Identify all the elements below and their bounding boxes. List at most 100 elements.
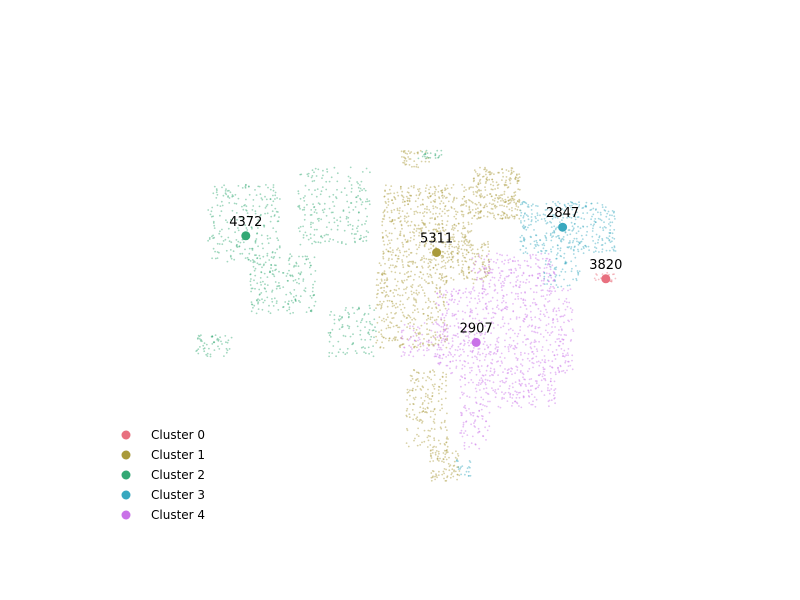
data-point (611, 240, 613, 243)
data-point (228, 240, 231, 243)
data-point (420, 397, 423, 399)
data-point (567, 229, 570, 232)
data-point (255, 194, 258, 197)
data-point (402, 245, 404, 248)
data-point (354, 350, 357, 352)
data-point (478, 267, 481, 270)
data-point (554, 202, 557, 205)
data-point (363, 314, 366, 316)
data-point (265, 184, 267, 186)
data-point (504, 217, 507, 220)
data-point (449, 352, 452, 354)
data-point (297, 190, 300, 193)
data-point (450, 299, 453, 302)
data-point (422, 410, 425, 412)
data-point (417, 311, 420, 313)
data-point (396, 280, 399, 283)
data-point (547, 383, 550, 386)
data-point (320, 235, 322, 238)
data-point (461, 252, 464, 255)
data-point (429, 318, 432, 321)
data-point (455, 290, 458, 293)
data-point (571, 208, 574, 211)
data-point (539, 284, 542, 287)
data-point (478, 430, 480, 433)
data-point (213, 185, 216, 188)
data-point (263, 299, 266, 302)
data-point (286, 309, 288, 312)
data-point (466, 304, 469, 307)
data-point (506, 216, 509, 219)
data-point (384, 294, 387, 297)
data-point (354, 241, 356, 244)
data-point (299, 207, 301, 210)
data-point (331, 352, 334, 354)
data-point (424, 160, 427, 163)
data-point (309, 295, 312, 297)
data-point (475, 195, 478, 198)
data-point (544, 252, 546, 255)
data-point (510, 214, 513, 217)
data-point (453, 197, 455, 200)
data-point (337, 241, 339, 243)
data-point (521, 201, 524, 204)
data-point (508, 208, 511, 211)
data-point (393, 288, 396, 291)
data-point (478, 217, 480, 220)
data-point (519, 267, 521, 269)
data-point (309, 233, 312, 236)
data-point (383, 252, 385, 255)
data-point (459, 359, 461, 362)
data-point (256, 232, 259, 235)
centroid-label-cluster-1: 5311 (420, 232, 453, 247)
data-point (439, 202, 441, 205)
data-point (360, 346, 363, 349)
data-point (218, 251, 220, 254)
data-point (487, 259, 490, 262)
data-point (405, 442, 408, 444)
data-point (484, 275, 487, 277)
data-point (465, 189, 467, 191)
data-point (467, 221, 470, 224)
data-point (471, 350, 474, 353)
data-point (556, 244, 559, 247)
data-point (438, 339, 440, 342)
data-point (554, 267, 556, 269)
data-point (422, 222, 425, 225)
data-point (530, 378, 533, 380)
data-point (226, 341, 229, 344)
data-point (556, 235, 559, 237)
data-point (496, 196, 499, 199)
data-point (453, 314, 455, 317)
data-point (272, 227, 275, 230)
data-point (413, 323, 415, 326)
data-point (348, 313, 350, 316)
data-point (328, 334, 331, 337)
data-point (471, 356, 474, 359)
data-point (311, 193, 313, 196)
data-point (385, 279, 388, 282)
data-point (594, 221, 597, 224)
data-point (421, 258, 423, 261)
data-point (406, 153, 409, 155)
data-point (473, 425, 476, 427)
data-point (333, 166, 336, 169)
data-point (468, 208, 471, 211)
data-point (430, 276, 433, 279)
data-point (501, 362, 503, 364)
data-point (460, 203, 463, 206)
data-point (396, 237, 399, 240)
data-point (547, 262, 550, 265)
data-point (452, 288, 455, 291)
data-point (302, 280, 305, 282)
data-point (474, 317, 477, 320)
data-point (478, 447, 481, 450)
data-point (406, 388, 409, 391)
data-point (309, 309, 312, 312)
data-point (463, 340, 466, 343)
data-point (426, 333, 428, 336)
data-point (510, 171, 513, 174)
data-point (442, 371, 444, 374)
data-point (545, 249, 548, 252)
